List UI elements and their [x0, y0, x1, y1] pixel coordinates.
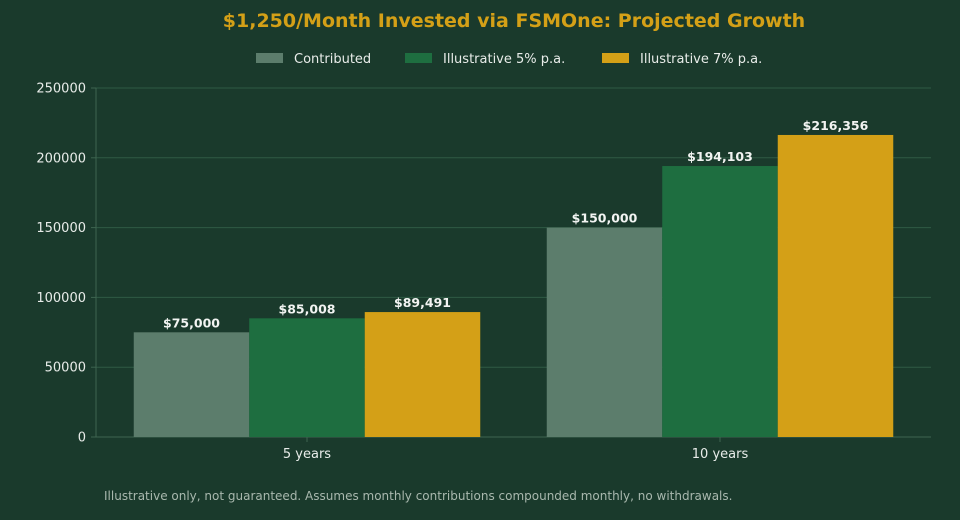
legend-label: Illustrative 5% p.a. [443, 52, 565, 67]
y-tick-label: 200000 [36, 151, 86, 166]
bar-value-label: $216,356 [803, 118, 869, 133]
bar-value-label: $75,000 [163, 315, 220, 330]
chart-title: $1,250/Month Invested via FSMOne: Projec… [223, 10, 805, 32]
y-tick-label: 50000 [45, 361, 86, 376]
bar-value-label: $150,000 [572, 211, 638, 226]
bar-value-label: $85,008 [279, 301, 336, 316]
legend-swatch [602, 53, 629, 63]
y-tick-label: 0 [78, 431, 86, 446]
bar-value-label: $194,103 [687, 149, 753, 164]
x-tick-label: 5 years [283, 447, 331, 462]
bar-seven-percent [777, 134, 894, 437]
legend: Contributed Illustrative 5% p.a. Illustrat… [256, 52, 762, 67]
bar-seven-percent [364, 312, 481, 437]
bar-value-label: $89,491 [394, 295, 451, 310]
legend-label: Illustrative 7% p.a. [640, 52, 762, 67]
bar-contributed [546, 227, 663, 437]
legend-label: Contributed [294, 52, 371, 67]
bar-labels: $75,000 $85,008 $89,491 $150,000 $194,103 $21… [163, 118, 869, 330]
bar-five-percent [249, 318, 365, 437]
bar-contributed [133, 332, 250, 437]
legend-swatch [405, 53, 432, 63]
bar-five-percent [662, 166, 778, 437]
x-axis: 5 years 10 years [283, 437, 749, 462]
legend-swatch [256, 53, 283, 63]
x-tick-label: 10 years [692, 447, 749, 462]
footnote: Illustrative only, not guaranteed. Assum… [104, 489, 732, 503]
y-tick-label: 250000 [36, 82, 86, 97]
y-tick-label: 150000 [36, 221, 86, 236]
bars [133, 134, 894, 437]
y-tick-label: 100000 [36, 291, 86, 306]
